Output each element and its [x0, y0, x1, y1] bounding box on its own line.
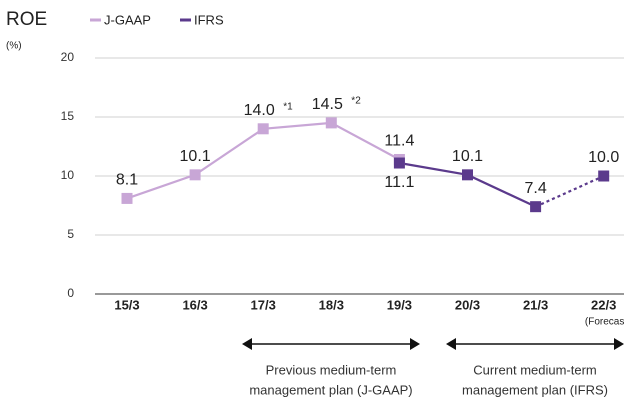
arrow-head	[242, 338, 252, 350]
value-label: 10.0	[588, 149, 619, 166]
y-unit: (%)	[6, 41, 22, 52]
legend-label: J-GAAP	[104, 12, 151, 27]
x-tick-note: (Forecast)	[585, 317, 624, 328]
arrow-head	[410, 338, 420, 350]
marker	[325, 117, 337, 129]
y-tick-label: 15	[61, 109, 75, 123]
value-label: 11.1	[384, 174, 414, 191]
y-tick-label: 5	[67, 227, 74, 241]
marker	[393, 157, 405, 169]
x-tick-label: 18/3	[319, 297, 344, 312]
marker	[598, 170, 610, 182]
marker	[121, 192, 133, 204]
value-label-note: *2	[351, 96, 361, 107]
value-label: 10.1	[452, 148, 483, 165]
annotation: Current medium-term	[473, 362, 597, 377]
value-label: 10.1	[180, 148, 211, 165]
annotation-arrows	[242, 338, 624, 350]
x-tick-label: 22/3	[591, 297, 616, 312]
arrow-head	[446, 338, 456, 350]
marker	[189, 169, 201, 181]
y-tick-label: 10	[61, 168, 75, 182]
x-tick-label: 17/3	[251, 297, 276, 312]
chart-title: ROE	[6, 9, 47, 30]
x-tick-label: 20/3	[455, 297, 480, 312]
value-label: 11.4	[384, 133, 414, 150]
marker	[530, 201, 542, 213]
value-label-note: *1	[283, 101, 293, 112]
arrow-head	[614, 338, 624, 350]
marker	[257, 123, 269, 135]
value-label: 14.0	[244, 102, 275, 119]
x-tick-label: 19/3	[387, 297, 412, 312]
y-tick-label: 0	[67, 286, 74, 300]
annotation: management plan (IFRS)	[462, 382, 608, 397]
value-label: 14.5	[312, 96, 343, 113]
x-tick-label: 16/3	[182, 297, 207, 312]
annotation: Previous medium-term	[266, 362, 397, 377]
value-label: 8.1	[116, 172, 138, 189]
line-series	[535, 174, 605, 208]
x-tick-label: 15/3	[114, 297, 139, 312]
y-tick-label: 20	[61, 50, 75, 64]
marker	[462, 169, 473, 181]
annotation: management plan (J-GAAP)	[249, 382, 412, 397]
value-label: 7.4	[524, 180, 546, 197]
legend-label: IFRS	[194, 12, 224, 27]
x-tick-label: 21/3	[523, 297, 548, 312]
